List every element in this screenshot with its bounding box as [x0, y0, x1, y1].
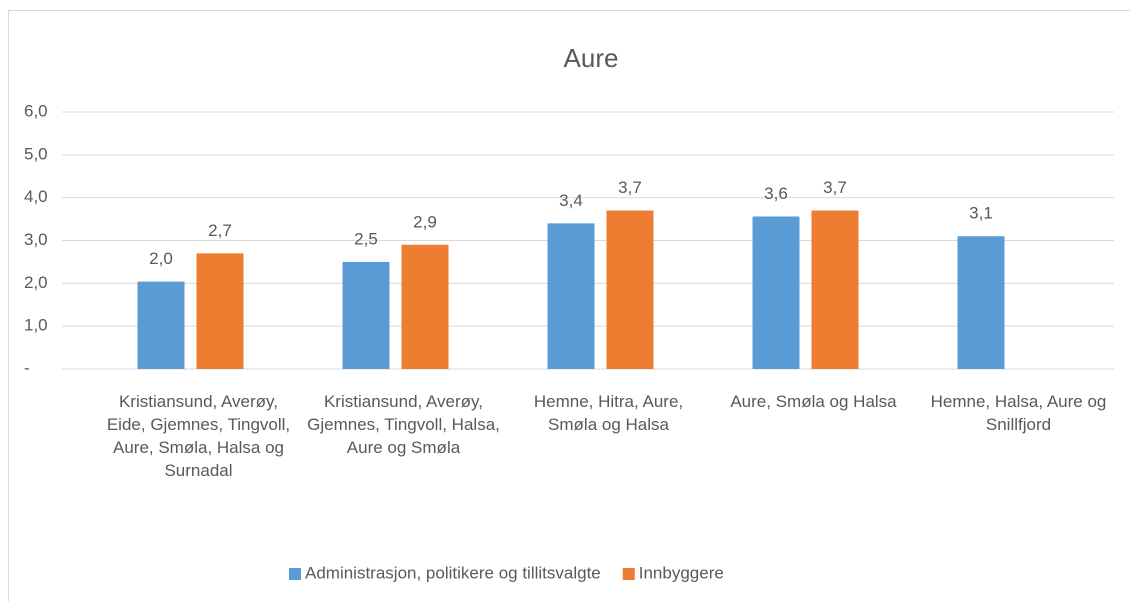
data-label: 2,5: [354, 229, 378, 248]
bar: [342, 261, 390, 369]
y-tick-label: 1,0: [24, 316, 48, 335]
y-tick-label: 5,0: [24, 144, 48, 163]
data-label: 2,7: [208, 221, 232, 240]
x-tick-label: Aure, Smøla og Halsa: [730, 392, 897, 411]
y-tick-label: 6,0: [24, 101, 48, 120]
y-tick-label: 2,0: [24, 273, 48, 292]
bar: [811, 210, 859, 369]
data-label: 3,7: [823, 178, 847, 197]
y-tick-label: 4,0: [24, 187, 48, 206]
data-label: 3,1: [969, 204, 993, 223]
bar: [957, 236, 1005, 369]
bar: [752, 216, 800, 369]
legend-swatch: [289, 568, 301, 580]
x-tick-label: Hemne, Hitra, Aure, Smøla og Halsa: [533, 392, 684, 434]
x-tick-label: Kristiansund, Averøy, Gjemnes, Tingvoll,…: [307, 392, 500, 457]
x-tick-label: Hemne, Halsa, Aure og Snillfjord: [930, 392, 1107, 434]
data-label: 3,4: [559, 191, 583, 210]
bar: [606, 210, 654, 369]
legend-swatch: [622, 568, 635, 580]
bar: [196, 253, 244, 369]
x-tick-label: Kristiansund, Averøy, Eide, Gjemnes, Tin…: [106, 392, 291, 480]
chart-border: [8, 10, 1130, 601]
bar: [137, 281, 185, 369]
data-label: 2,9: [413, 212, 437, 231]
data-label: 3,6: [764, 184, 788, 203]
chart-title: Aure: [564, 43, 619, 73]
bar: [401, 244, 449, 369]
data-label: 2,0: [149, 249, 173, 268]
bar: [547, 223, 595, 369]
data-label: 3,7: [618, 178, 642, 197]
y-tick-label: -: [24, 358, 30, 377]
legend-label: Innbyggere: [639, 563, 724, 582]
y-tick-label: 3,0: [24, 230, 48, 249]
legend-label: Administrasjon, politikere og tillitsval…: [305, 563, 601, 582]
